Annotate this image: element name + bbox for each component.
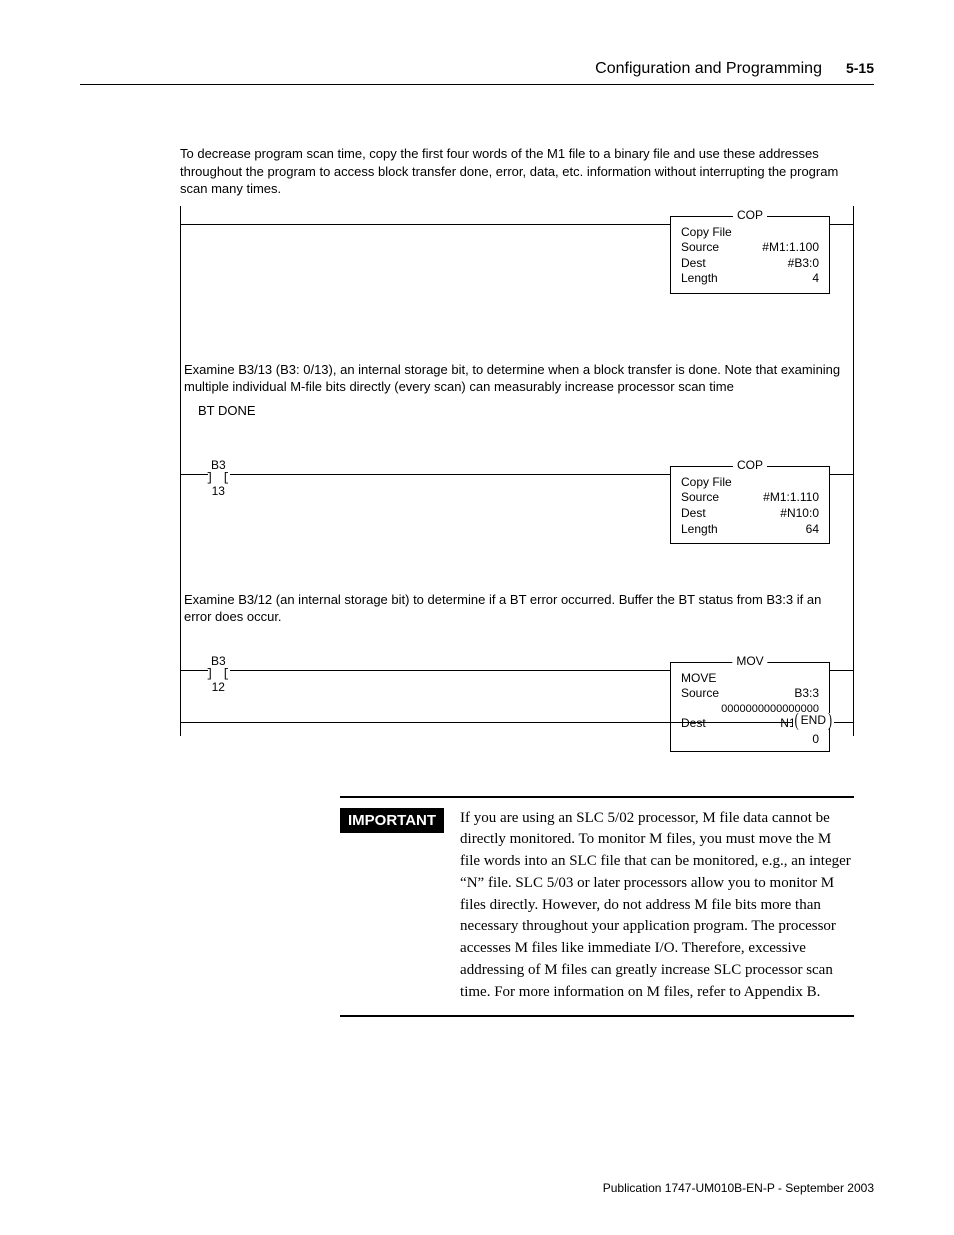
dest-under: 0	[812, 732, 819, 748]
contact-addr-bot: 13	[206, 485, 231, 498]
ladder-rung-2: Examine B3/12 (an internal storage bit) …	[180, 591, 854, 633]
rung-wire	[180, 224, 690, 225]
rung-wire	[180, 474, 208, 475]
important-label: IMPORTANT	[340, 808, 444, 833]
rung-wire	[830, 224, 854, 225]
dest-label: Dest	[681, 256, 706, 272]
rung-wire	[230, 670, 690, 671]
contact-addr-top: B3	[206, 655, 231, 668]
rung-wire	[830, 474, 854, 475]
box-title: Copy File	[681, 475, 819, 491]
header-page-number: 5-15	[846, 60, 874, 76]
rung2-contact: B3 ] [ 12	[206, 655, 231, 695]
contact-addr-top: B3	[206, 459, 231, 472]
contact-addr-bot: 12	[206, 681, 231, 694]
ladder-rung-1: Examine B3/13 (B3: 0/13), an internal st…	[180, 361, 854, 403]
length-label: Length	[681, 522, 718, 538]
rung-wire	[230, 474, 690, 475]
box-title: Copy File	[681, 225, 819, 241]
footer-publication: Publication 1747-UM010B-EN-P - September…	[603, 1181, 874, 1195]
rung-wire	[180, 722, 854, 723]
rung-wire	[180, 670, 208, 671]
rung1-comment: Examine B3/13 (B3: 0/13), an internal st…	[184, 361, 850, 396]
rung1-output: COP Copy File Source#M1:1.110 Dest#N10:0…	[670, 466, 830, 544]
end-left-paren: (	[795, 708, 799, 732]
important-callout: IMPORTANT If you are using an SLC 5/02 p…	[340, 796, 854, 1018]
intro-paragraph: To decrease program scan time, copy the …	[180, 145, 854, 198]
ladder-diagram: COP Copy File Source#M1:1.100 Dest#B3:0 …	[180, 206, 854, 736]
length-value: 4	[812, 271, 819, 287]
rung0-output: COP Copy File Source#M1:1.100 Dest#B3:0 …	[670, 216, 830, 294]
ladder-right-rail	[853, 206, 854, 736]
length-label: Length	[681, 271, 718, 287]
source-value: #M1:1.110	[763, 490, 819, 506]
source-label: Source	[681, 686, 719, 702]
source-label: Source	[681, 240, 719, 256]
end-label: END	[801, 713, 826, 727]
source-label: Source	[681, 490, 719, 506]
rung2-comment: Examine B3/12 (an internal storage bit) …	[184, 591, 850, 626]
dest-label: Dest	[681, 506, 706, 522]
rung2-output: MOV MOVE SourceB3:3 0000000000000000 Des…	[670, 662, 830, 753]
important-text: If you are using an SLC 5/02 processor, …	[460, 808, 854, 1004]
box-mnemonic: COP	[733, 458, 767, 474]
dest-label: Dest	[681, 716, 706, 732]
end-right-paren: )	[828, 708, 832, 732]
ladder-left-rail	[180, 206, 181, 736]
end-tag: ( END )	[793, 713, 834, 728]
page-header: Configuration and Programming 5-15	[80, 60, 874, 85]
header-section: Configuration and Programming	[595, 60, 822, 78]
length-value: 64	[806, 522, 819, 538]
box-mnemonic: COP	[733, 208, 767, 224]
box-mnemonic: MOV	[732, 654, 767, 670]
source-value: B3:3	[794, 686, 819, 702]
bt-done-label: BT DONE	[198, 403, 256, 418]
source-value: #M1:1.100	[762, 240, 819, 256]
dest-value: #B3:0	[788, 256, 819, 272]
rung1-contact: B3 ] [ 13	[206, 459, 231, 499]
dest-value: #N10:0	[780, 506, 819, 522]
rung-wire	[830, 670, 854, 671]
box-title: MOVE	[681, 671, 819, 687]
